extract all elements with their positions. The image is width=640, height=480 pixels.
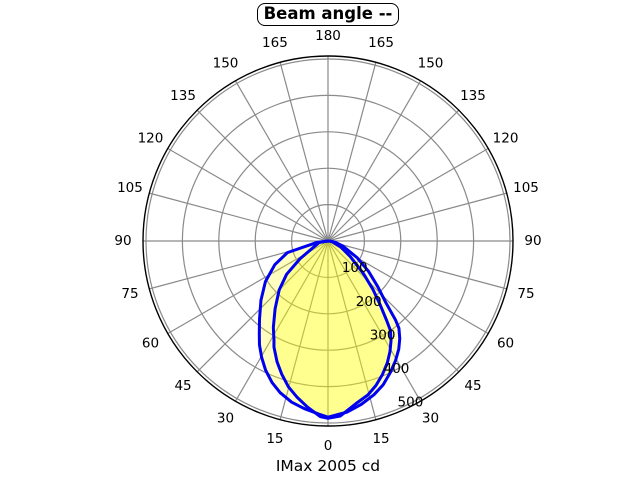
angle-tick-label: 150 — [213, 55, 239, 71]
angle-tick-label: 120 — [493, 131, 519, 147]
angle-tick-label: 75 — [121, 286, 138, 302]
intensity-fill-plane-narrow — [273, 241, 392, 419]
radial-tick-label: 100 — [342, 260, 368, 276]
grid-spoke — [167, 147, 329, 242]
imax-annotation: IMax 2005 cd — [275, 457, 381, 475]
angle-tick-label: 165 — [262, 35, 288, 51]
angle-tick-label: 105 — [513, 180, 539, 196]
angle-tick-label: 165 — [368, 35, 394, 51]
angle-tick-label: 30 — [217, 411, 234, 427]
grid-spoke — [327, 240, 422, 402]
angle-tick-label: 135 — [170, 88, 196, 104]
angle-tick-label: 30 — [422, 411, 439, 427]
grid-spoke — [196, 240, 329, 373]
grid-spoke — [327, 109, 460, 242]
angle-tick-label: 75 — [517, 286, 534, 302]
grid-spoke — [327, 240, 507, 290]
angle-tick-label: 45 — [174, 378, 191, 394]
angle-tick-label: 90 — [114, 233, 131, 249]
grid-spoke — [327, 147, 489, 242]
angle-tick-label: 15 — [266, 431, 283, 447]
grid-spoke — [279, 240, 329, 420]
angle-tick-label: 0 — [324, 438, 333, 454]
grid-spoke — [196, 109, 329, 242]
grid-spoke — [327, 62, 377, 242]
radial-tick-label: 400 — [384, 361, 410, 377]
radial-tick-label: 300 — [370, 327, 396, 343]
grid-spoke — [327, 240, 460, 373]
angle-tick-label: 135 — [460, 88, 486, 104]
angle-tick-label: 90 — [524, 233, 541, 249]
intensity-curve-plane-narrow — [271, 239, 393, 420]
polar-axis-circle — [142, 55, 514, 427]
angle-tick-label: 15 — [372, 431, 389, 447]
intensity-fill-plane-wide — [259, 241, 400, 418]
grid-spoke — [327, 80, 422, 242]
angle-tick-label: 150 — [418, 55, 444, 71]
grid-spoke — [234, 80, 329, 242]
radial-tick-label: 500 — [398, 395, 424, 411]
grid-spoke — [327, 240, 377, 420]
angle-tick-label: 105 — [117, 180, 143, 196]
chart-title: Beam angle -- — [263, 4, 393, 24]
angle-tick-label: 120 — [138, 131, 164, 147]
angle-tick-label: 180 — [315, 28, 341, 44]
grid-spoke — [149, 192, 329, 242]
grid-spoke — [327, 192, 507, 242]
angle-tick-label: 60 — [497, 336, 514, 352]
grid-spoke — [279, 62, 329, 242]
grid-spoke — [234, 240, 329, 402]
angle-tick-label: 60 — [142, 336, 159, 352]
angle-tick-label: 45 — [464, 378, 481, 394]
title-box: Beam angle -- — [257, 3, 399, 26]
radial-tick-label: 200 — [356, 294, 382, 310]
